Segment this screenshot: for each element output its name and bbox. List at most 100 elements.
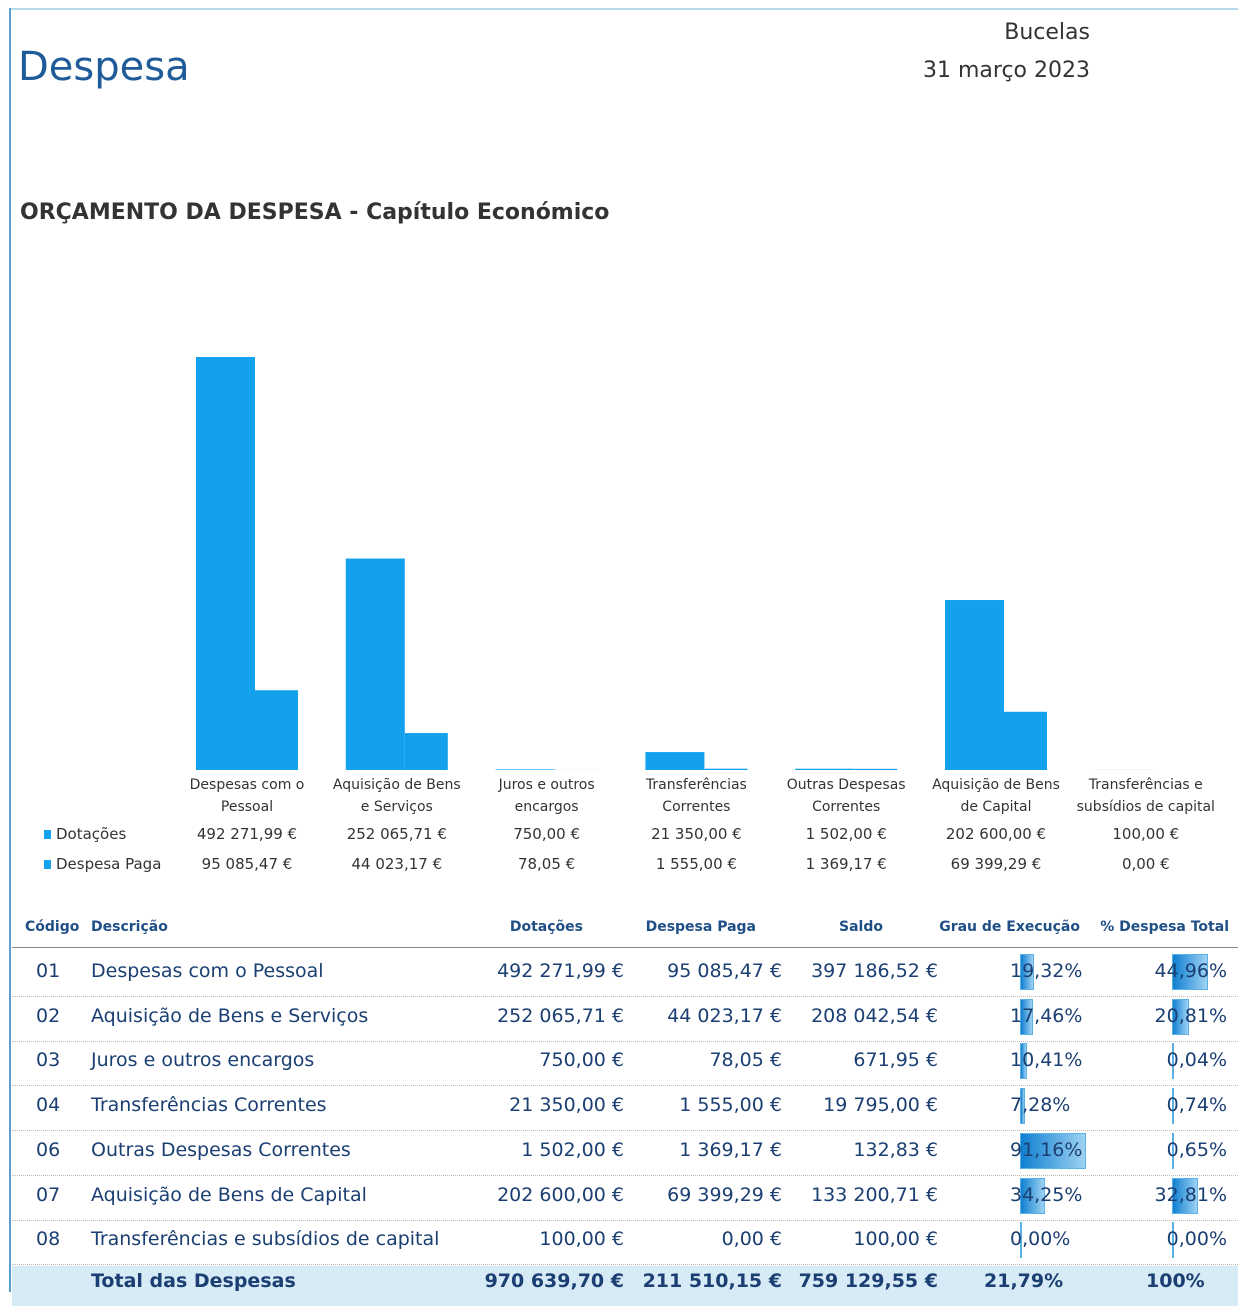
row-rule [12, 1085, 1238, 1086]
cell: 750,00 € [539, 1049, 624, 1071]
cell: 95 085,47 € [667, 960, 782, 982]
column-header: Código [25, 919, 79, 935]
cell: 1 502,00 € [521, 1139, 624, 1161]
bar [1004, 712, 1047, 770]
x-tick-label: Aquisição de Bens e Serviços [327, 774, 467, 818]
bar [346, 559, 405, 770]
data-label: 95 085,47 € [172, 855, 322, 873]
x-tick-label: Juros e outros encargos [477, 774, 617, 818]
column-header: Descrição [91, 919, 168, 935]
cell: 07 [36, 1184, 60, 1206]
cell: 100,00 € [539, 1228, 624, 1250]
total-cell: 970 639,70 € [485, 1270, 624, 1292]
cell: 0,00% [1010, 1228, 1070, 1250]
cell: Aquisição de Bens de Capital [91, 1184, 367, 1206]
cell: 34,25% [1010, 1184, 1082, 1206]
data-label: 78,05 € [472, 855, 622, 873]
total-cell: 100% [1146, 1270, 1205, 1292]
data-label: 1 555,00 € [621, 855, 771, 873]
cell: 0,00 € [722, 1228, 782, 1250]
cell: 0,65% [1167, 1139, 1227, 1161]
data-label: 0,00 € [1071, 855, 1221, 873]
row-rule [12, 996, 1238, 997]
total-cell: 211 510,15 € [643, 1270, 782, 1292]
cell: 19,32% [1010, 960, 1082, 982]
x-tick-label: Aquisição de Bens de Capital [926, 774, 1066, 818]
cell: 671,95 € [853, 1049, 938, 1071]
cell: 32,81% [1155, 1184, 1227, 1206]
cell: 132,83 € [853, 1139, 938, 1161]
data-label: 100,00 € [1071, 825, 1221, 843]
column-header: Despesa Paga [646, 919, 756, 935]
bar [496, 769, 555, 770]
cell: 08 [36, 1228, 60, 1250]
row-rule [12, 1130, 1238, 1131]
data-label: 750,00 € [472, 825, 622, 843]
data-label: 1 502,00 € [771, 825, 921, 843]
cell: 44,96% [1155, 960, 1227, 982]
bar [645, 752, 704, 770]
header-rule [12, 947, 1238, 948]
cell: 03 [36, 1049, 60, 1071]
bar [405, 733, 448, 770]
column-header: % Despesa Total [1100, 919, 1229, 935]
cell: 91,16% [1010, 1139, 1082, 1161]
x-tick-label: Transferências e subsídios de capital [1076, 774, 1216, 818]
cell: 0,74% [1167, 1094, 1227, 1116]
data-label: 69 399,29 € [921, 855, 1071, 873]
cell: 0,00% [1167, 1228, 1227, 1250]
cell: 252 065,71 € [497, 1005, 624, 1027]
data-label: 1 369,17 € [771, 855, 921, 873]
cell: 78,05 € [709, 1049, 782, 1071]
cell: 397 186,52 € [811, 960, 938, 982]
bar [255, 690, 298, 770]
row-rule [12, 1041, 1238, 1042]
legend-entry: Dotações [44, 825, 126, 843]
cell: 7,28% [1010, 1094, 1070, 1116]
cell: 17,46% [1010, 1005, 1082, 1027]
cell: 202 600,00 € [497, 1184, 624, 1206]
bar [704, 769, 747, 770]
cell: 44 023,17 € [667, 1005, 782, 1027]
row-rule [12, 1175, 1238, 1176]
row-rule [12, 1220, 1238, 1221]
cell: Aquisição de Bens e Serviços [91, 1005, 368, 1027]
cell: Transferências e subsídios de capital [91, 1228, 439, 1250]
total-cell: 21,79% [984, 1270, 1063, 1292]
column-header: Grau de Execução [939, 919, 1080, 935]
cell: Despesas com o Pessoal [91, 960, 324, 982]
bar [795, 769, 854, 770]
cell: 0,04% [1167, 1049, 1227, 1071]
cell: 10,41% [1010, 1049, 1082, 1071]
x-tick-label: Transferências Correntes [626, 774, 766, 818]
data-label: 44 023,17 € [322, 855, 472, 873]
cell: Transferências Correntes [91, 1094, 327, 1116]
bar [945, 600, 1004, 770]
cell: 06 [36, 1139, 60, 1161]
bar [854, 769, 897, 770]
cell: 02 [36, 1005, 60, 1027]
cell: 492 271,99 € [497, 960, 624, 982]
chart [0, 0, 1238, 780]
total-cell: 759 129,55 € [799, 1270, 938, 1292]
data-label: 21 350,00 € [621, 825, 771, 843]
total-cell: Total das Despesas [91, 1270, 296, 1292]
cell: 21 350,00 € [509, 1094, 624, 1116]
cell: 69 399,29 € [667, 1184, 782, 1206]
cell: Outras Despesas Correntes [91, 1139, 351, 1161]
cell: 01 [36, 960, 60, 982]
cell: 133 200,71 € [811, 1184, 938, 1206]
cell: Juros e outros encargos [91, 1049, 314, 1071]
cell: 208 042,54 € [811, 1005, 938, 1027]
bar [196, 357, 255, 770]
column-header: Saldo [839, 919, 883, 935]
cell: 19 795,00 € [823, 1094, 938, 1116]
cell: 04 [36, 1094, 60, 1116]
legend-swatch [44, 860, 51, 869]
legend-label: Despesa Paga [56, 855, 161, 873]
x-tick-label: Outras Despesas Correntes [776, 774, 916, 818]
cell: 100,00 € [853, 1228, 938, 1250]
cell: 1 555,00 € [679, 1094, 782, 1116]
column-header: Dotações [510, 919, 583, 935]
